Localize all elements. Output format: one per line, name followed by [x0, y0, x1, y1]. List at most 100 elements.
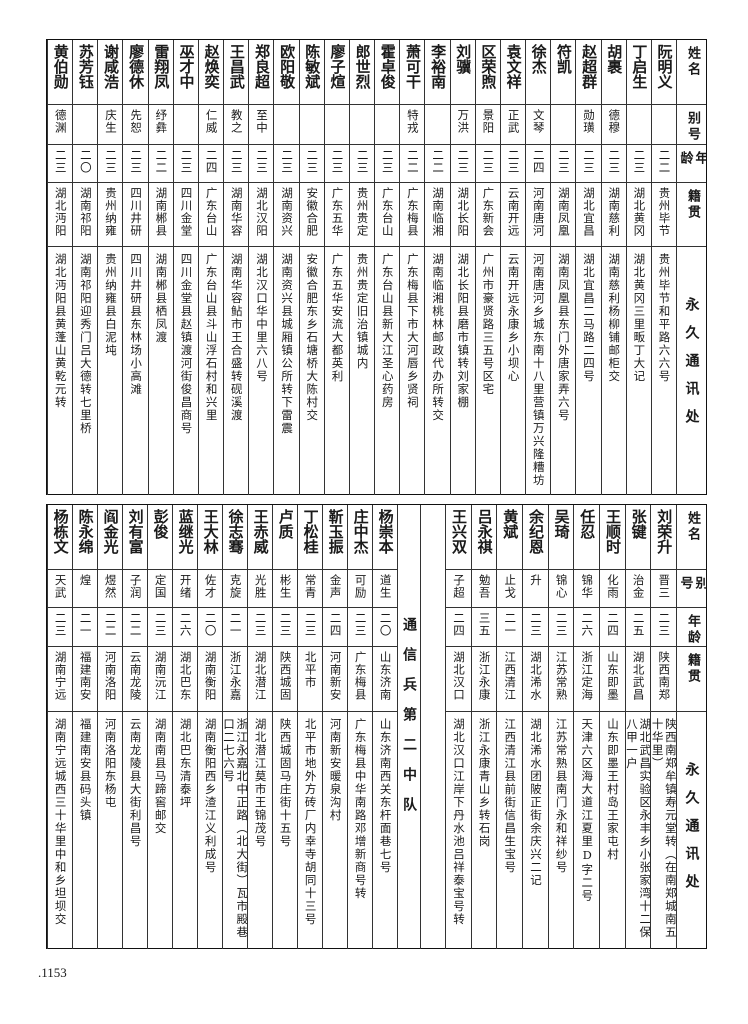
person-row-alias-cell: 开绪	[172, 570, 197, 608]
person-row-name-cell: 徐杰	[525, 40, 551, 105]
age-text: 二四	[204, 149, 219, 174]
person-row-age-cell: 三五	[470, 608, 497, 647]
person-row-alias-cell: 锦心	[547, 570, 574, 608]
hometown-text: 安徽合肥	[305, 187, 320, 237]
name-text: 任忍	[578, 509, 597, 539]
name-text: 廖子煊	[328, 44, 347, 89]
person-row-age-cell: 二三	[625, 145, 651, 183]
person-row-name-cell: 丁松桂	[297, 505, 322, 570]
person-row-hometown-cell: 河南唐河	[525, 183, 551, 247]
age-text: 二三	[528, 612, 543, 637]
person-row-name-cell: 欧阳敬	[273, 40, 299, 105]
name-text: 黄斌	[501, 509, 520, 539]
address-text: 云南龙陵县大街利昌号	[128, 718, 143, 848]
header-address: 永久通讯处	[676, 247, 706, 495]
person-row-age-cell: 二三	[374, 145, 400, 183]
person-row-age-cell: 二三	[522, 608, 548, 647]
person-row-alias-cell	[298, 105, 324, 145]
alias-text: 克旋	[228, 574, 243, 599]
alias-text: 光胜	[253, 574, 268, 599]
address-text: 四川井研县东林场小高滩	[129, 253, 144, 396]
person-row-address-cell: 云南龙陵县大街利昌号	[122, 712, 147, 949]
name-text: 丁启生	[630, 44, 649, 89]
person-row-name-cell: 庄中杰	[347, 505, 372, 570]
person-row-alias-cell	[550, 105, 576, 145]
person-row-name-cell: 王赤威	[247, 505, 272, 570]
age-text: 二三	[330, 149, 345, 174]
person-row-age-cell: 二三	[223, 145, 249, 183]
person-row-age-cell: 二二	[399, 145, 425, 183]
header-age: 年龄	[676, 145, 706, 183]
person-row-address-cell: 山东济南西关东杆面巷七号	[372, 712, 397, 949]
age-text: 二〇	[78, 149, 93, 174]
address-text: 湖南慈利杨柳铺邮柜交	[607, 253, 622, 383]
alias-text: 景阳	[481, 109, 496, 134]
person-row-alias-cell: 化雨	[599, 570, 625, 608]
hometown-text: 广东梅县	[405, 187, 420, 237]
person-row-alias-cell: 治金	[624, 570, 651, 608]
person-row-age-cell: 二一	[72, 608, 97, 647]
name-text: 陈永绵	[76, 509, 95, 554]
person-row-alias-cell: 煌	[72, 570, 97, 608]
person-row-address-cell: 湖南衡阳西乡渣江义利成号	[197, 712, 222, 949]
person-row-age-cell: 二六	[573, 608, 599, 647]
person-row-alias-cell: 文琴	[525, 105, 551, 145]
person-row-address-cell: 广东台山县新大江圣心药房	[374, 247, 399, 495]
name-text: 杨栋文	[51, 509, 70, 554]
person-row-name-cell: 刘骥	[449, 40, 475, 105]
alias-text: 定国	[153, 574, 168, 599]
address-text: 湖南临湘桃林邮政代办所转交	[431, 253, 446, 422]
person-row-name-cell: 胡裹	[600, 40, 626, 105]
person-row-hometown-cell: 湖南慈利	[600, 183, 626, 247]
alias-text: 先恕	[129, 109, 144, 134]
name-text: 符凯	[554, 44, 573, 74]
person-row-address-cell: 贵州毕节和平路六六号	[650, 247, 676, 495]
address-text: 湖北沔阳县黄蓬山黄乾元转	[53, 253, 68, 409]
blank-column	[420, 505, 445, 949]
person-row-hometown-cell: 安徽合肥	[298, 183, 324, 247]
person-row-age-cell: 二三	[97, 145, 123, 183]
address-text: 江西清江县前街信昌生宝号	[503, 718, 518, 874]
person-row-hometown-cell: 湖北宜昌	[575, 183, 601, 247]
person-row-address-cell: 浙江永嘉北中正路（北大街）瓦市殿巷口二七六号	[222, 712, 247, 949]
person-row-name-cell: 杨栋文	[47, 505, 72, 570]
person-row-name-cell: 张键	[624, 505, 651, 570]
hometown-text: 湖南沅江	[153, 651, 168, 701]
page-number: .1153	[38, 965, 67, 980]
name-text: 廖德休	[127, 44, 146, 89]
roster-table-bottom: 姓名 别号 年龄 籍贯 永久通讯处 刘荣升 晋三 二三 陕西南郑 陕西南郑牟镇寿元堂转（在南郑城南…	[46, 504, 707, 949]
person-row-hometown-cell: 四川井研	[122, 183, 148, 247]
name-text: 刘有富	[126, 509, 145, 554]
hometown-text: 陕西南郑	[657, 651, 672, 701]
person-row-name-cell: 杨崇本	[372, 505, 397, 570]
person-row-hometown-cell: 广东台山	[374, 183, 400, 247]
age-text: 二三	[254, 149, 269, 174]
hometown-text: 山东济南	[378, 651, 393, 701]
age-text: 二四	[605, 612, 620, 637]
person-row-name-cell: 袁文祥	[499, 40, 526, 105]
name-text: 余纪恩	[526, 509, 545, 554]
person-row-hometown-cell: 贵州毕节	[650, 183, 676, 247]
alias-text: 锦华	[580, 574, 595, 599]
hometown-text: 湖南宁远	[53, 651, 68, 701]
hometown-text: 湖北黄冈	[632, 187, 647, 237]
person-row-hometown-cell: 河南新安	[322, 647, 347, 712]
header-alias: 别号	[676, 570, 706, 608]
person-row-alias-cell: 先恕	[122, 105, 148, 145]
address-text: 湖北浠水团陂正街余庆兴二记	[528, 718, 543, 887]
hometown-text: 云南开远	[506, 187, 521, 237]
person-row-alias-cell	[650, 105, 676, 145]
name-text: 萧可干	[403, 44, 422, 89]
person-row-age-cell: 二三	[247, 608, 272, 647]
address-text: 北平市地外方砖厂内幸寺胡同十三号	[303, 718, 318, 926]
hometown-text: 湖南凤凰	[556, 187, 571, 237]
person-row-address-cell: 山东即墨王村岛王家屯村	[599, 712, 625, 949]
address-text: 湖南祁阳迎秀门吕大德转七里桥	[78, 253, 93, 435]
hometown-text: 贵州毕节	[657, 187, 672, 237]
hometown-text: 云南龙陵	[128, 651, 143, 701]
alias-text: 勉吾	[477, 574, 492, 599]
alias-text: 勋璜	[582, 109, 597, 134]
person-row-address-cell: 广州市豪贤路三五号区宅	[474, 247, 500, 495]
person-row-hometown-cell: 湖南资兴	[273, 183, 299, 247]
person-row-age-cell: 二三	[47, 608, 72, 647]
